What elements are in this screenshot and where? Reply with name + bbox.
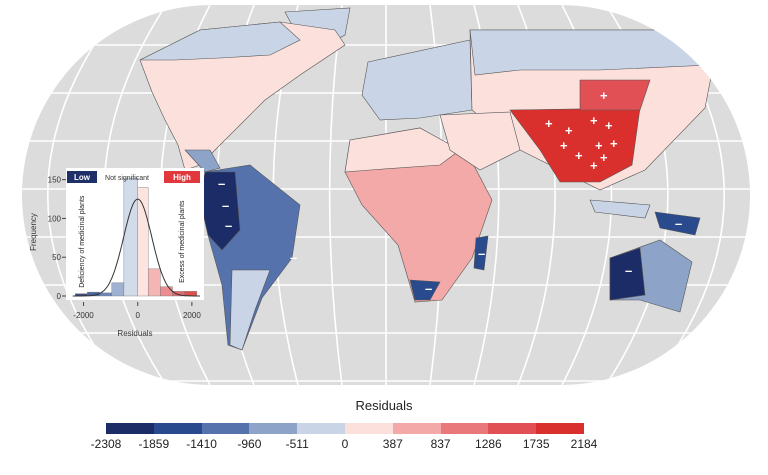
legend-title: Residuals <box>355 398 413 413</box>
high-marker: + <box>610 136 618 151</box>
high-marker: + <box>590 158 598 173</box>
high-marker: + <box>600 150 608 165</box>
normal-fit-curve <box>72 198 200 297</box>
histogram-inset: 0 50 100 150 -2000 0 2000 Residuals Frequency Low… <box>30 168 204 338</box>
low-marker: – <box>675 216 682 231</box>
continents <box>139 7 721 351</box>
inset-xlabel: Residuals <box>117 329 152 338</box>
high-marker: + <box>545 116 553 131</box>
south-america-south <box>229 269 271 351</box>
high-marker: + <box>575 148 583 163</box>
significance-markers: + ++ ++ ++ ++++–––– –––– <box>218 88 682 296</box>
low-label: Low <box>74 173 91 182</box>
color-legend-bar <box>106 423 584 434</box>
low-marker: – <box>225 218 232 233</box>
legend-ticks: -2308 -1859 -1410 -960 -511 0 387 837 1286 1735 21… <box>0 437 768 453</box>
histogram-bar <box>160 286 173 297</box>
y-tick-label: 150 <box>48 176 62 185</box>
low-marker: – <box>222 198 229 213</box>
central-america <box>184 149 221 173</box>
low-marker: – <box>478 246 485 261</box>
low-marker: – <box>425 281 432 296</box>
legend-swatch <box>488 423 537 434</box>
low-badge <box>67 171 97 183</box>
histogram-bar <box>123 177 138 297</box>
excess-label: Excess of medicinal plants <box>179 200 186 283</box>
legend-tick-label: -1410 <box>186 437 217 451</box>
legend-tick-label: 2184 <box>570 437 598 451</box>
western-australia <box>609 247 646 301</box>
histogram-bar <box>111 282 125 297</box>
china-east <box>579 79 651 111</box>
histogram-bar <box>99 292 112 297</box>
high-badge <box>164 171 200 183</box>
legend-swatch <box>249 423 298 434</box>
madagascar <box>473 235 489 271</box>
legend-swatch <box>440 423 489 434</box>
y-tick-label: 100 <box>48 214 62 223</box>
x-tick-label: -2000 <box>73 311 94 320</box>
legend-swatch <box>392 423 441 434</box>
high-marker: + <box>590 113 598 128</box>
legend-tick-label: -2308 <box>90 437 122 451</box>
high-marker: + <box>560 138 568 153</box>
legend-swatch <box>106 423 154 434</box>
middle-east <box>439 111 521 171</box>
meridian-line <box>328 5 343 385</box>
legend-swatch <box>344 423 393 434</box>
high-label: High <box>173 173 191 182</box>
low-marker: – <box>218 176 225 191</box>
low-marker: – <box>290 250 297 265</box>
legend-tick-label: -960 <box>237 437 262 451</box>
legend-tick-label: -1859 <box>138 437 170 451</box>
north-africa <box>344 127 461 173</box>
legend-tick-label: 1735 <box>522 437 550 451</box>
indonesia <box>589 199 651 219</box>
southern-africa <box>409 279 441 301</box>
not-significant-label: Not significant <box>105 175 149 182</box>
legend-swatch <box>536 423 584 434</box>
y-tick-label: 0 <box>57 292 62 301</box>
low-marker: – <box>625 263 632 278</box>
meridian-line <box>46 5 123 385</box>
legend-tick-label: 0 <box>341 437 349 451</box>
high-marker: + <box>565 123 573 138</box>
x-tick-label: 2000 <box>183 311 201 320</box>
legend-tick-label: 837 <box>430 437 451 451</box>
new-guinea <box>654 211 701 236</box>
legend-swatch <box>201 423 250 434</box>
canada-north <box>139 21 301 61</box>
histogram-bar <box>147 268 161 297</box>
legend-swatch <box>153 423 202 434</box>
legend-swatch <box>297 423 345 434</box>
legend-tick-label: -511 <box>285 437 309 451</box>
x-tick-label: 0 <box>135 311 140 320</box>
y-tick-label: 50 <box>52 253 61 262</box>
high-marker: + <box>595 138 603 153</box>
high-marker: + <box>600 88 608 103</box>
inset-ylabel: Frequency <box>30 213 38 251</box>
histogram-bar <box>137 187 149 297</box>
legend-tick-label: 1286 <box>475 437 502 451</box>
high-marker: + <box>605 118 613 133</box>
legend-tick-label: 387 <box>382 437 403 451</box>
deficiency-label: Deficiency of medicinal plants <box>79 195 86 288</box>
